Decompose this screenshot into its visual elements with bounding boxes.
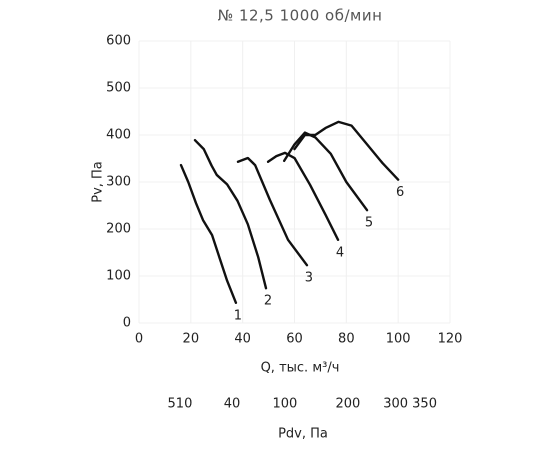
- curve-label: 3: [305, 271, 313, 286]
- chart-title: № 12,5 1000 об/мин: [218, 7, 383, 25]
- x-axis-label: Q, тыс. м³/ч: [261, 361, 340, 376]
- x2-tick-label: 510: [168, 397, 193, 412]
- curve-label: 6: [396, 185, 404, 200]
- x-tick-label: 0: [135, 332, 143, 347]
- curve: [266, 151, 340, 242]
- x2-axis-label: Pdv, Па: [278, 427, 328, 442]
- y-tick-label: 500: [106, 81, 131, 96]
- curve: [236, 156, 309, 267]
- x2-tick-label: 40: [224, 397, 241, 412]
- curve: [282, 131, 369, 212]
- x-tick-label: 120: [438, 332, 463, 347]
- curve-label: 4: [336, 245, 344, 260]
- curve: [179, 163, 238, 304]
- x2-tick-label: 100: [272, 397, 297, 412]
- curve: [193, 138, 268, 290]
- y-tick-label: 300: [106, 175, 131, 190]
- x-tick-label: 80: [338, 332, 355, 347]
- curve-label: 1: [234, 308, 242, 323]
- x-tick-label: 60: [286, 332, 303, 347]
- curve: [293, 120, 400, 181]
- y-tick-label: 400: [106, 128, 131, 143]
- x-tick-label: 40: [234, 332, 251, 347]
- x2-tick-label: 300 350: [383, 397, 437, 412]
- y-tick-label: 600: [106, 34, 131, 49]
- y-tick-label: 200: [106, 222, 131, 237]
- y-tick-label: 0: [123, 316, 131, 331]
- x2-tick-label: 200: [335, 397, 360, 412]
- curve-label: 2: [264, 294, 272, 309]
- x-tick-label: 20: [183, 332, 200, 347]
- y-tick-label: 100: [106, 269, 131, 284]
- x-tick-label: 100: [386, 332, 411, 347]
- curve-label: 5: [365, 216, 373, 231]
- y-axis-label: Pv, Па: [91, 161, 106, 203]
